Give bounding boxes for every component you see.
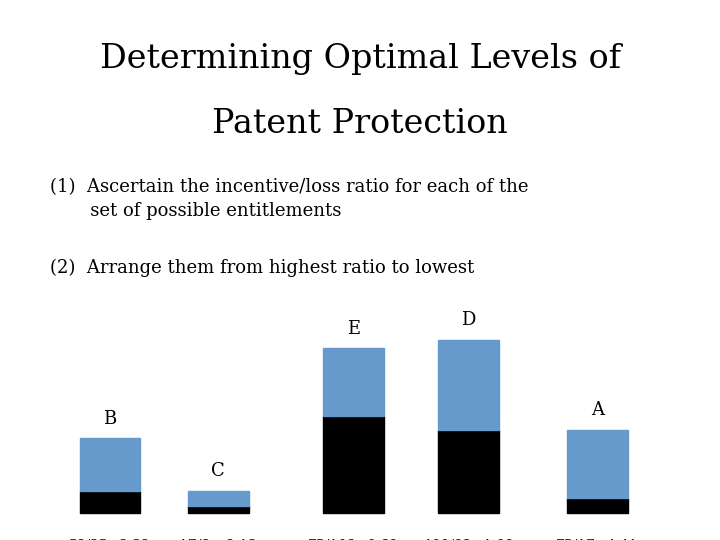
Bar: [323, 416, 384, 513]
Bar: [323, 348, 384, 416]
Text: E: E: [347, 320, 360, 338]
Text: 100/92=1.09: 100/92=1.09: [423, 539, 514, 540]
Bar: [438, 430, 499, 513]
Bar: [188, 490, 249, 506]
Text: 58/25=2.32: 58/25=2.32: [69, 539, 151, 540]
Text: 75/108=0.69: 75/108=0.69: [308, 539, 399, 540]
Text: Patent Protection: Patent Protection: [212, 108, 508, 140]
Text: D: D: [462, 312, 476, 329]
Bar: [567, 430, 628, 498]
Text: (2)  Arrange them from highest ratio to lowest: (2) Arrange them from highest ratio to l…: [50, 259, 474, 278]
Text: C: C: [212, 462, 225, 480]
Bar: [567, 498, 628, 513]
Bar: [188, 506, 249, 513]
Bar: [438, 340, 499, 430]
Text: A: A: [591, 401, 604, 420]
Text: Determining Optimal Levels of: Determining Optimal Levels of: [99, 43, 621, 75]
Text: 75/17=4.41: 75/17=4.41: [556, 539, 639, 540]
Text: 17/8= 2.13: 17/8= 2.13: [179, 539, 257, 540]
Text: (1)  Ascertain the incentive/loss ratio for each of the
       set of possible e: (1) Ascertain the incentive/loss ratio f…: [50, 178, 529, 220]
Bar: [79, 438, 140, 490]
Text: B: B: [104, 409, 117, 428]
Bar: [79, 490, 140, 513]
